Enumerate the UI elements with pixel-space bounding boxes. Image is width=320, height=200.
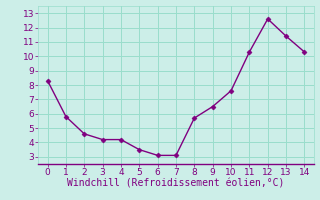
X-axis label: Windchill (Refroidissement éolien,°C): Windchill (Refroidissement éolien,°C) <box>67 179 285 189</box>
